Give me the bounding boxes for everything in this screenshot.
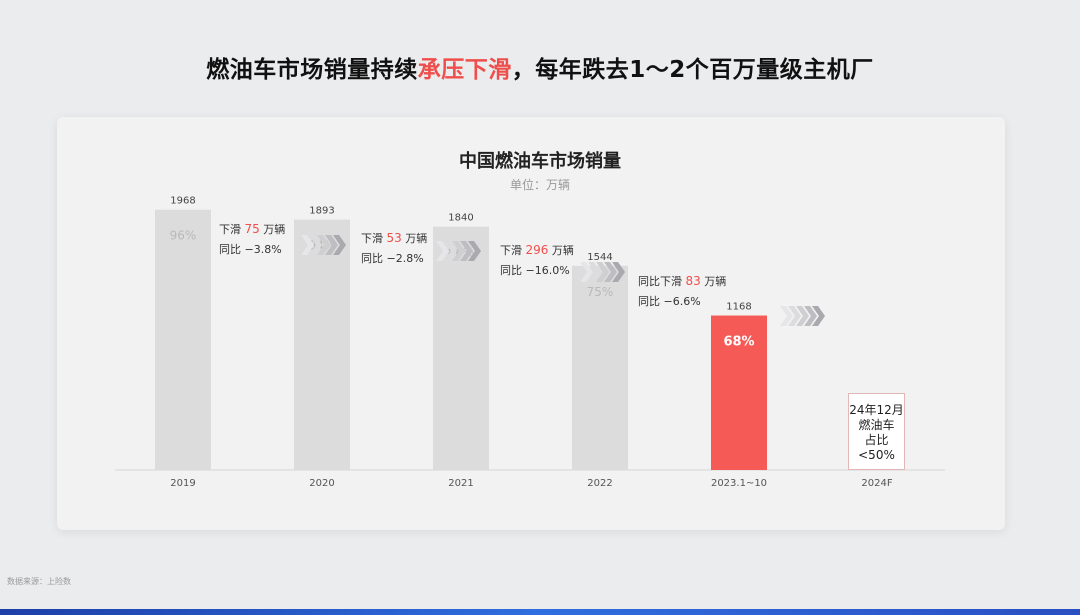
change-yoy: 同比 −3.8% bbox=[219, 243, 282, 256]
change-yoy: 同比 −2.8% bbox=[361, 252, 424, 265]
change-annotation-2020: 下滑 75 万辆 同比 −3.8% bbox=[219, 219, 285, 260]
change-yoy: 同比 −6.6% bbox=[638, 295, 701, 308]
chevron-arrows-icon bbox=[436, 241, 481, 261]
tick-label: 2022 bbox=[587, 478, 612, 489]
slide-title: 燃油车市场销量持续承压下滑，每年跌去1～2个百万量级主机厂 bbox=[0, 50, 1080, 84]
chevron-arrows-icon bbox=[780, 306, 825, 326]
tick-label: 2021 bbox=[448, 478, 473, 489]
value-label: 1544 bbox=[587, 252, 612, 263]
share-label: 68% bbox=[723, 335, 754, 350]
share-label: 75% bbox=[587, 285, 614, 299]
change-value: 75 bbox=[244, 222, 260, 236]
bar-2021 bbox=[433, 226, 489, 470]
change-annotation-2021: 下滑 53 万辆 同比 −2.8% bbox=[361, 228, 427, 269]
change-yoy: 同比 −16.0% bbox=[500, 264, 570, 277]
slide-title-prefix: 燃油车市场销量持续 bbox=[206, 57, 418, 83]
change-value: 83 bbox=[685, 274, 701, 288]
tick-label: 2023.1~10 bbox=[711, 478, 767, 489]
chart-card bbox=[57, 117, 1005, 530]
chevron-arrows-icon bbox=[580, 262, 625, 282]
value-label: 1893 bbox=[309, 206, 334, 217]
value-label: 1840 bbox=[448, 213, 473, 224]
bottom-accent-bar bbox=[0, 609, 1080, 615]
chart-unit: 单位：万辆 bbox=[509, 178, 570, 192]
chevron-arrows-icon bbox=[301, 235, 346, 255]
chart-title: 中国燃油车市场销量 bbox=[459, 151, 621, 172]
share-label: 96% bbox=[170, 229, 197, 243]
bar-2023.1~10 bbox=[711, 315, 767, 470]
change-annotation-2022: 下滑 296 万辆 同比 −16.0% bbox=[500, 240, 574, 281]
data-source-note: 数据来源：上险数 bbox=[7, 577, 71, 586]
slide-title-highlight: 承压下滑 bbox=[417, 57, 512, 83]
change-annotation-2023: 同比下滑 83 万辆 同比 −6.6% bbox=[638, 271, 726, 312]
value-label: 1168 bbox=[726, 302, 751, 313]
forecast-2024-box: 24年12月 燃油车 占比 <50% bbox=[848, 393, 905, 470]
bar-2019 bbox=[155, 209, 211, 470]
tick-label: 2024F bbox=[861, 478, 892, 489]
bar-2022 bbox=[572, 265, 628, 470]
bar-2020 bbox=[294, 219, 350, 470]
value-label: 1968 bbox=[170, 196, 195, 207]
change-value: 296 bbox=[525, 243, 549, 257]
slide-title-suffix: ，每年跌去1～2个百万量级主机厂 bbox=[511, 57, 874, 83]
change-value: 53 bbox=[386, 231, 402, 245]
tick-label: 2020 bbox=[309, 478, 334, 489]
tick-label: 2019 bbox=[170, 478, 195, 489]
